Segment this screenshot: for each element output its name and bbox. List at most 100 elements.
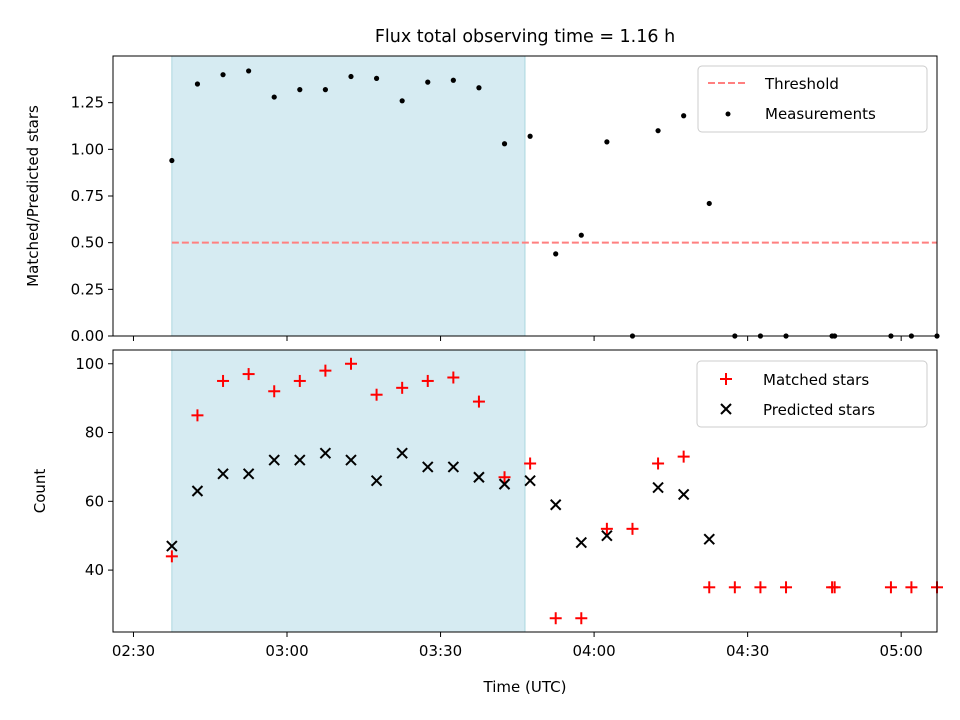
- top-y-tick-label: 0.75: [71, 187, 104, 205]
- predicted-star-point: [242, 468, 255, 480]
- legend-matched-label: Matched stars: [763, 371, 869, 389]
- matched-star-point: [165, 550, 178, 563]
- predicted-star-point: [575, 536, 588, 549]
- predicted-star-point: [601, 530, 613, 542]
- legend-measurements-swatch: [725, 111, 731, 117]
- measurement-point: [194, 81, 201, 87]
- legend-predicted-swatch: [720, 403, 732, 415]
- matched-star-point: [626, 522, 639, 535]
- measurement-point: [246, 68, 252, 74]
- bottom-panel: 02:30 03:00 03:30 04:00 04:30 05:00 40 60 80 100…: [31, 349, 943, 696]
- measurement-point: [425, 79, 431, 85]
- measurement-point: [553, 251, 559, 257]
- top-y-tick-label: 1.00: [71, 140, 104, 158]
- predicted-star-point: [447, 461, 460, 473]
- predicted-star-point: [498, 478, 511, 490]
- observing-window-shade-bottom: [171, 349, 526, 633]
- matched-star-point: [728, 581, 741, 594]
- measurement-point: [373, 75, 380, 81]
- x-tick-label: 03:00: [265, 642, 308, 660]
- legend-predicted-label: Predicted stars: [763, 401, 875, 419]
- matched-star-point: [703, 581, 716, 594]
- bottom-y-axis-label: Count: [31, 469, 49, 514]
- x-tick-label: 04:00: [572, 642, 615, 660]
- measurement-point: [681, 113, 687, 119]
- matched-star-point: [780, 581, 793, 594]
- bottom-y-tick-label: 60: [85, 492, 104, 510]
- measurement-point: [578, 232, 584, 238]
- top-y-tick-label: 0.00: [71, 327, 104, 345]
- matched-star-point: [396, 381, 409, 394]
- legend-threshold-label: Threshold: [764, 75, 839, 93]
- bottom-series-layer: [165, 357, 943, 625]
- top-legend-box: [697, 65, 928, 133]
- x-tick-label: 04:30: [726, 642, 769, 660]
- predicted-star-point: [345, 454, 357, 466]
- measurement-point: [655, 128, 661, 134]
- measurement-point: [527, 133, 533, 139]
- predicted-star-point: [473, 471, 485, 483]
- predicted-star-point: [294, 454, 306, 466]
- matched-star-point: [319, 364, 332, 377]
- matched-star-point: [754, 581, 767, 594]
- matched-star-point: [549, 612, 562, 625]
- x-axis-label: Time (UTC): [483, 678, 567, 696]
- matched-star-point: [447, 371, 460, 384]
- matched-star-point: [242, 368, 255, 381]
- measurement-point: [501, 141, 508, 147]
- measurement-point: [169, 157, 175, 164]
- matched-star-point: [524, 457, 537, 470]
- top-y-tick-label: 1.25: [71, 94, 104, 112]
- bottom-y-tick-label: 80: [85, 424, 104, 442]
- x-tick-label: 03:30: [419, 642, 462, 660]
- legend-matched-swatch: [720, 373, 732, 385]
- top-x-ticks: [132, 336, 902, 341]
- matched-star-point: [575, 612, 588, 625]
- measurement-point: [706, 200, 712, 207]
- predicted-star-point: [370, 474, 383, 487]
- matched-star-point: [370, 388, 383, 401]
- measurement-point: [450, 77, 456, 83]
- predicted-star-point: [703, 533, 715, 545]
- predicted-star-point: [396, 447, 408, 459]
- bottom-y-ticks: 40 60 80 100: [75, 355, 113, 579]
- matched-star-point: [191, 409, 204, 422]
- top-panel: 0.00 0.25 0.50 0.75 1.00 1.25 Matched/Predict…: [24, 55, 940, 345]
- legend-measurements-label: Measurements: [765, 105, 876, 123]
- measurement-point: [476, 85, 482, 91]
- top-legend: Threshold Measurements: [697, 65, 928, 133]
- bottom-x-ticks: 02:30 03:00 03:30 04:00 04:30 05:00: [112, 632, 923, 660]
- predicted-star-point: [166, 540, 178, 552]
- matched-star-point: [472, 395, 485, 408]
- measurement-point: [399, 98, 405, 104]
- matched-star-point: [217, 374, 230, 387]
- predicted-star-point: [217, 468, 229, 480]
- measurement-point: [348, 73, 354, 80]
- top-y-tick-label: 0.50: [71, 234, 104, 252]
- bottom-legend-box: [696, 360, 928, 428]
- top-y-tick-label: 0.25: [71, 280, 104, 298]
- matched-star-point: [652, 457, 665, 470]
- predicted-star-point: [191, 485, 204, 497]
- top-axes-frame: [112, 55, 938, 337]
- matched-star-point: [884, 581, 897, 594]
- predicted-star-point: [677, 488, 690, 501]
- bottom-legend: Matched stars Predicted stars: [696, 360, 928, 428]
- predicted-star-point: [652, 481, 664, 494]
- bottom-y-tick-label: 100: [75, 355, 104, 373]
- predicted-star-point: [268, 454, 280, 466]
- matched-star-point: [905, 581, 918, 594]
- measurement-point: [271, 94, 277, 100]
- predicted-star-point: [524, 474, 536, 487]
- measurement-point: [322, 87, 328, 93]
- top-y-axis-label: Matched/Predicted stars: [24, 105, 42, 287]
- observing-window-shade-top: [171, 55, 526, 337]
- predicted-star-point: [550, 499, 562, 511]
- x-tick-label: 05:00: [880, 642, 923, 660]
- matched-star-point: [828, 581, 841, 594]
- x-tick-label: 02:30: [112, 642, 155, 660]
- measurement-point: [220, 72, 226, 78]
- bottom-axes-frame: [112, 349, 938, 633]
- matched-star-point: [600, 522, 613, 535]
